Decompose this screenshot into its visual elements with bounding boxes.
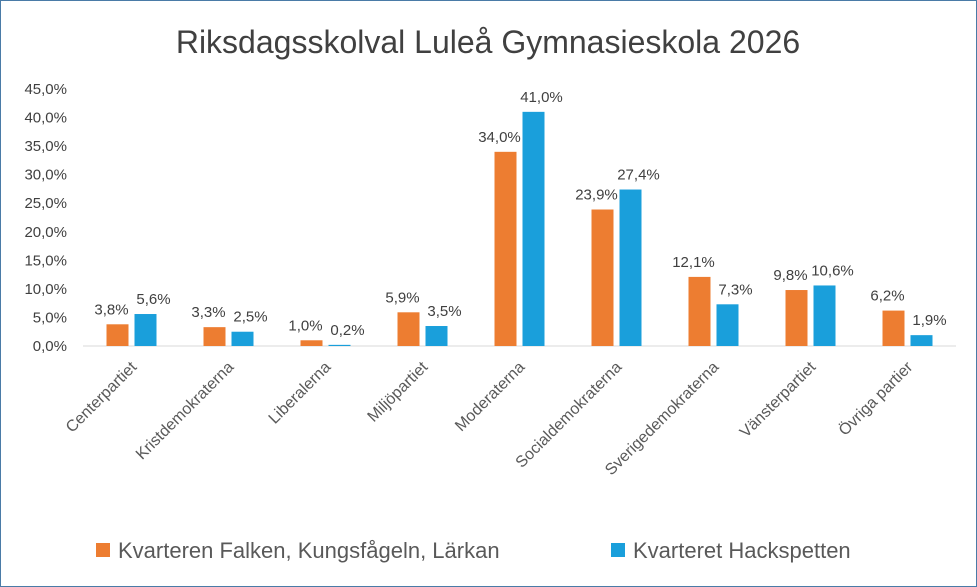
data-label: 34,0%	[478, 129, 521, 146]
bar-series-1	[591, 209, 614, 346]
y-tick-label: 25,0%	[24, 195, 67, 212]
category-label: Centerpartiet	[63, 358, 141, 436]
data-label: 23,9%	[575, 187, 618, 204]
y-tick-label: 0,0%	[33, 338, 67, 355]
category-label: Miljöpartiet	[365, 358, 432, 425]
data-label: 6,2%	[870, 288, 904, 305]
data-label: 5,6%	[136, 291, 170, 308]
bar-series-1	[106, 324, 129, 346]
category-label: Sverigedemokraterna	[602, 359, 722, 479]
data-label: 10,6%	[811, 262, 854, 279]
y-tick-label: 10,0%	[24, 281, 67, 298]
category-label: Socialdemokraterna	[513, 359, 626, 472]
data-label: 7,3%	[718, 281, 752, 298]
bar-series-1	[882, 310, 905, 346]
data-label: 3,8%	[94, 301, 128, 318]
category-label: Liberalerna	[266, 359, 335, 428]
bar-series-2	[328, 344, 351, 346]
plot-area: 0,0% 5,0% 10,0% 15,0% 20,0% 25,0% 30,0% 35,0% 40…	[24, 81, 956, 479]
category-label: Vänsterpartiet	[737, 358, 820, 441]
data-label: 9,8%	[773, 267, 807, 284]
bar-series-2	[134, 314, 157, 346]
category-label: Kristdemokraterna	[133, 359, 238, 464]
data-label: 3,5%	[427, 303, 461, 320]
data-label: 41,0%	[520, 89, 563, 106]
bar-series-2	[910, 335, 933, 346]
bar-series-2	[522, 111, 545, 346]
bar-series-2	[619, 189, 642, 346]
data-label: 27,4%	[617, 167, 660, 184]
y-tick-label: 40,0%	[24, 110, 67, 127]
data-label: 3,3%	[191, 304, 225, 321]
data-label: 1,0%	[288, 317, 322, 334]
data-label: 12,1%	[672, 254, 715, 271]
y-tick-label: 35,0%	[24, 138, 67, 155]
y-tick-label: 5,0%	[33, 309, 67, 326]
y-tick-label: 20,0%	[24, 224, 67, 241]
data-label: 1,9%	[912, 312, 946, 329]
bar-series-1	[785, 290, 808, 346]
y-tick-label: 15,0%	[24, 252, 67, 269]
bar-series-1	[397, 312, 420, 346]
bar-series-1	[494, 151, 517, 346]
legend: Kvarteren Falken, Kungsfågeln, Lärkan Kva…	[96, 538, 851, 563]
category-label: Moderaterna	[452, 359, 528, 435]
chart-title: Riksdagsskolval Luleå Gymnasieskola 2026	[176, 24, 800, 60]
data-label: 2,5%	[233, 309, 267, 326]
bar-series-1	[300, 340, 323, 346]
legend-swatch-1	[96, 543, 110, 557]
y-tick-label: 45,0%	[24, 81, 67, 98]
legend-label-1: Kvarteren Falken, Kungsfågeln, Lärkan	[118, 538, 500, 563]
data-label: 5,9%	[385, 289, 419, 306]
bar-series-1	[203, 327, 226, 346]
legend-label-2: Kvarteret Hackspetten	[633, 538, 851, 563]
bar-series-2	[231, 331, 254, 346]
legend-swatch-2	[611, 543, 625, 557]
data-label: 0,2%	[330, 322, 364, 339]
bar-series-2	[716, 304, 739, 346]
bar-series-1	[688, 276, 711, 346]
bar-series-2	[425, 326, 448, 346]
y-tick-label: 30,0%	[24, 167, 67, 184]
bar-series-2	[813, 285, 836, 346]
category-label: Övriga partier	[835, 358, 917, 440]
